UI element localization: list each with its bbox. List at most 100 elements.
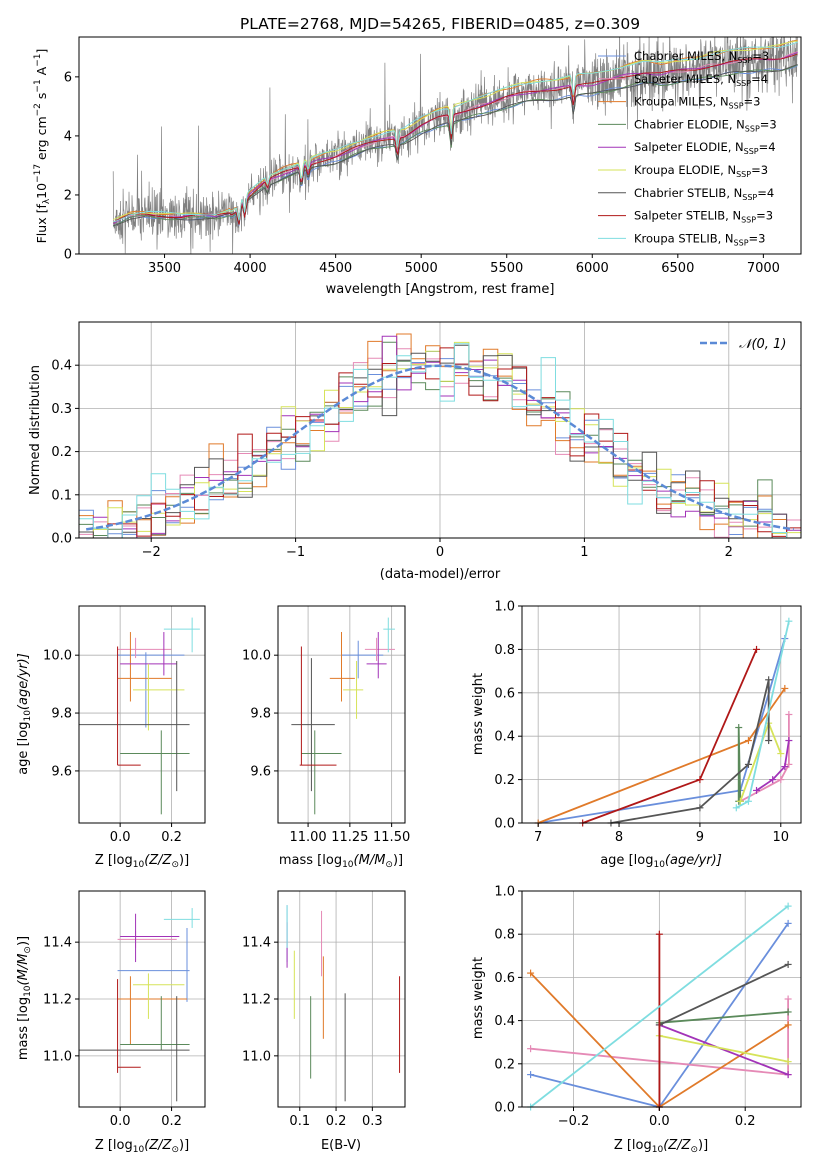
age-vs-mass-y-tick-label: 10.0	[242, 649, 271, 664]
legend-label-name: Salpeter ELODIE, N	[634, 140, 744, 154]
mass-weight-vs-age-ticks: 7 8 9 10 0.0 0.2 0.4 0.6 0.8 1.0	[494, 600, 789, 846]
legend-label-sub: SSP	[729, 102, 744, 111]
mass-weight-vs-age-x-tick-label: 8	[615, 830, 623, 845]
legend-label-sub: SSP	[741, 216, 756, 225]
mass-vs-metallicity-y-axis-label: mass [log10(M/M⊙)]	[16, 936, 33, 1060]
mass-vs-metallicity-y-tick-label: 11.0	[43, 1049, 72, 1064]
legend-label-count: =4	[757, 186, 774, 200]
residual-histogram-step	[79, 347, 801, 539]
mass-vs-metallicity-y-tick-label: 11.4	[43, 936, 72, 951]
legend-label-name: Chabrier MILES, N	[634, 49, 737, 63]
mass-vs-reddening-ticks: 0.1 0.2 0.3 11.0 11.2 11.4	[242, 936, 383, 1129]
mass-weight-vs-age-series-line	[755, 740, 790, 792]
mass-weight-vs-age-panel: 7 8 9 10 0.0 0.2 0.4 0.6 0.8 1.0 age [log10(age/y…	[471, 600, 802, 870]
spectrum-x-ticks: 3500 4000 4500 5000 5500 6000 6500 7000	[148, 254, 780, 276]
age-vs-metallicity-x-axis-label: Z [log10(Z/Z⊙)]	[95, 853, 189, 870]
age-vs-metallicity-x-tick-label: 0.2	[161, 830, 182, 845]
histogram-x-tick-label: −2	[142, 545, 161, 560]
legend-label: Salpeter STELIB, NSSP=3	[634, 209, 773, 225]
legend-label-count: =3	[760, 117, 777, 131]
legend-label-sub: SSP	[742, 193, 757, 202]
mass-vs-reddening-x-tick-label: 0.2	[326, 1114, 347, 1129]
mass-vs-reddening-y-tick-label: 11.2	[242, 993, 271, 1008]
spectrum-y-tick-label: 6	[64, 70, 72, 85]
mass-weight-vs-age-y-tick-label: 0.8	[494, 643, 515, 658]
mass-weight-vs-metallicity-y-tick-label: 0.8	[494, 928, 515, 943]
legend-label: Salpeter ELODIE, NSSP=4	[634, 140, 776, 156]
age-vs-mass-y-tick-label: 9.8	[250, 707, 271, 722]
mass-weight-vs-metallicity-series-line	[530, 905, 789, 1108]
model-spectrum-line	[112, 40, 798, 221]
spectrum-x-tick-label: 7000	[747, 261, 780, 276]
histogram-x-ticks: −2 −1 0 1 2 0.0 0.1 0.2 0.3 0.4	[51, 359, 733, 560]
spectrum-y-tick-label: 2	[64, 188, 72, 203]
mass-vs-reddening-panel: 0.1 0.2 0.3 11.0 11.2 11.4 E(B-V)	[242, 890, 406, 1153]
legend-label-sub: SSP	[737, 56, 752, 65]
legend-label: Salpeter MILES, NSSP=4	[634, 72, 768, 88]
mass-vs-reddening-x-tick-label: 0.1	[289, 1114, 310, 1129]
legend-label-name: Kroupa MILES, N	[634, 95, 729, 109]
model-spectrum-line	[112, 39, 798, 223]
age-vs-metallicity-y-tick-label: 9.6	[51, 764, 72, 779]
age-vs-mass-x-axis-label: mass [log10(M/M⊙)]	[279, 853, 403, 870]
age-vs-mass-frame	[277, 605, 406, 824]
mass-weight-vs-metallicity-x-axis-label: Z [log10(Z/Z⊙)]	[614, 1138, 708, 1155]
spectrum-x-tick-label: 4000	[234, 261, 267, 276]
legend-label-sub: SSP	[736, 170, 751, 179]
legend-label-name: Chabrier ELODIE, N	[634, 117, 745, 131]
mass-vs-reddening-y-tick-label: 11.0	[242, 1049, 271, 1064]
age-vs-metallicity-y-tick-label: 9.8	[51, 707, 72, 722]
histogram-y-tick-label: 0.0	[51, 532, 72, 547]
histogram-y-axis-label: Normed distribution	[28, 365, 43, 495]
mass-weight-vs-age-y-tick-label: 0.0	[494, 817, 515, 832]
histogram-plot-area	[79, 333, 801, 539]
mass-weight-vs-metallicity-series-line	[659, 1024, 789, 1076]
histogram-y-tick-label: 0.1	[51, 488, 72, 503]
histogram-x-tick-label: 0	[436, 545, 444, 560]
mass-vs-metallicity-ticks: 0.0 0.2 11.0 11.2 11.4	[43, 936, 182, 1129]
mass-weight-vs-age-y-tick-label: 1.0	[494, 600, 515, 615]
histogram-y-tick-label: 0.4	[51, 359, 72, 374]
mass-vs-metallicity-plot-area	[79, 891, 205, 1107]
mass-vs-metallicity-x-tick-label: 0.2	[161, 1114, 182, 1129]
age-vs-mass-plot-area	[278, 606, 405, 823]
age-vs-mass-x-tick-label: 11.50	[373, 830, 410, 845]
mass-weight-vs-metallicity-x-tick-label: −0.2	[558, 1114, 590, 1129]
mass-weight-vs-age-y-tick-label: 0.6	[494, 686, 515, 701]
spectrum-x-tick-label: 6500	[661, 261, 694, 276]
legend-label-count: =4	[759, 140, 776, 154]
age-vs-metallicity-x-tick-label: 0.0	[110, 830, 131, 845]
mass-weight-vs-metallicity-ticks: −0.2 0.0 0.2 0.0 0.2 0.4 0.6 0.8 1.0	[494, 885, 755, 1130]
age-vs-metallicity-panel: 0.0 0.2 9.6 9.8 10.0 Z [log10(Z/Z⊙)] age [lo…	[16, 605, 206, 870]
mass-weight-vs-age-x-tick-label: 9	[696, 830, 704, 845]
legend-label-count: =3	[744, 95, 761, 109]
legend-label-sub: SSP	[745, 124, 760, 133]
legend-label: Chabrier MILES, NSSP=3	[634, 49, 769, 65]
mass-weight-vs-metallicity-y-axis-label: mass weight	[471, 957, 486, 1039]
legend-label-sub: SSP	[744, 147, 759, 156]
legend-label-count: =4	[751, 72, 768, 86]
histogram-y-tick-label: 0.2	[51, 445, 72, 460]
mass-weight-vs-metallicity-x-tick-label: 0.2	[735, 1114, 756, 1129]
model-spectrum-line	[113, 63, 798, 227]
spectrum-y-axis-label: Flux [fλ10−17 erg cm−2 s−1 A−1]	[33, 49, 52, 244]
spectrum-x-axis-label: wavelength [Angstrom, rest frame]	[326, 282, 555, 297]
legend-label-name: Kroupa ELODIE, N	[634, 163, 736, 177]
spectrum-y-tick-label: 0	[64, 248, 72, 263]
age-vs-metallicity-plot-area	[79, 606, 205, 823]
histogram-x-tick-label: 1	[580, 545, 588, 560]
legend-label-name: Salpeter MILES, N	[634, 72, 736, 86]
mass-vs-metallicity-x-axis-label: Z [log10(Z/Z⊙)]	[95, 1138, 189, 1155]
mass-vs-reddening-y-tick-label: 11.4	[242, 936, 271, 951]
residual-histogram-step	[79, 343, 801, 539]
histogram-legend-label: 𝒩(0, 1)	[739, 337, 786, 352]
legend-label: Kroupa MILES, NSSP=3	[634, 95, 760, 111]
mass-weight-vs-metallicity-frame	[521, 890, 802, 1108]
age-vs-metallicity-y-tick-label: 10.0	[43, 649, 72, 664]
age-vs-mass-x-tick-label: 11.25	[331, 830, 368, 845]
mass-weight-vs-age-y-axis-label: mass weight	[471, 673, 486, 755]
spectrum-plot-area	[112, 37, 798, 254]
histogram-y-tick-label: 0.3	[51, 402, 72, 417]
spectrum-x-tick-label: 5000	[405, 261, 438, 276]
